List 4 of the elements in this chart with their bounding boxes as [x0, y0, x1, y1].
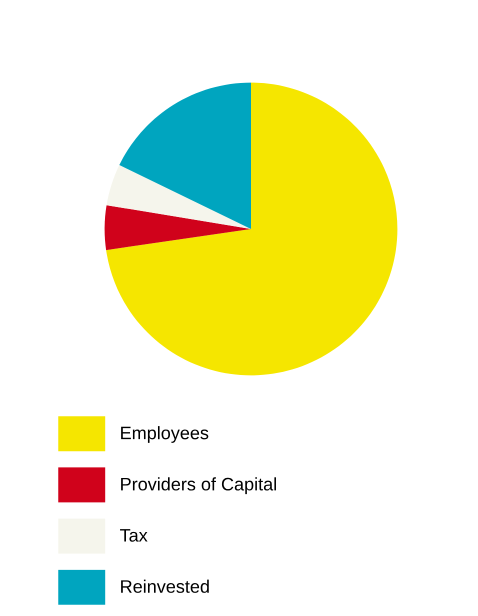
legend-label: Reinvested	[121, 580, 209, 593]
legend-label: Tax	[120, 529, 148, 542]
legend-label: Employees	[121, 426, 208, 443]
legend-label: Providers of Capital	[121, 477, 276, 494]
